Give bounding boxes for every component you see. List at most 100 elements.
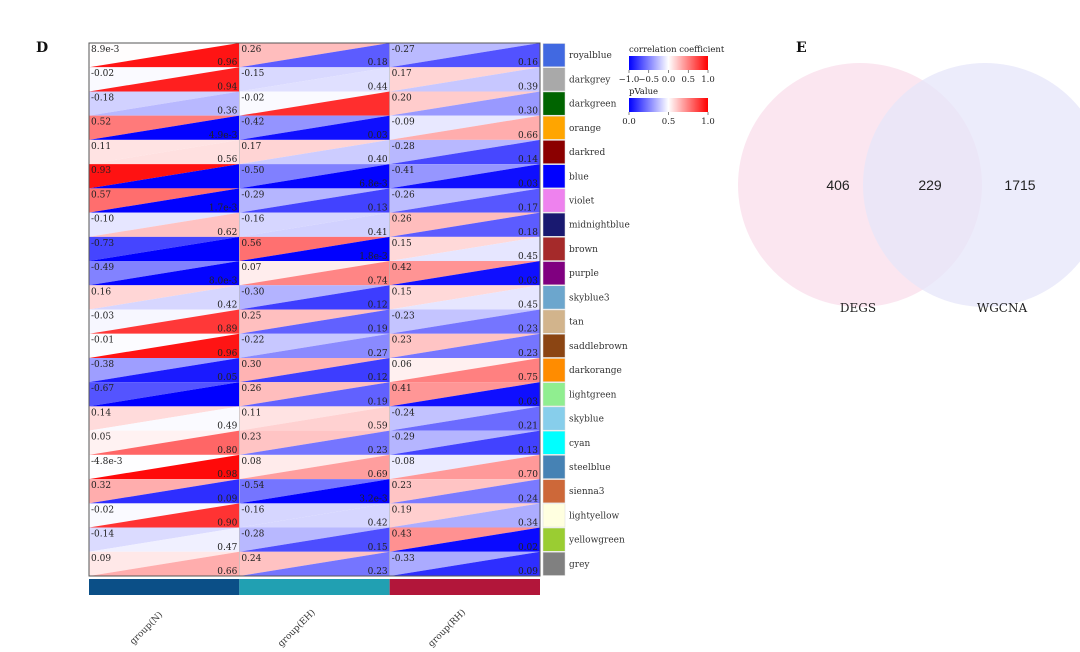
pvalue-triangle [239,261,390,286]
cor-triangle [89,236,240,262]
cor-label: 0.23 [392,336,412,346]
heatmap-cell-darkorange-1: -0.38 0.05 [89,357,240,383]
pvalue-triangle [89,188,240,213]
module-swatch-royalblue [542,43,566,67]
heatmap-cell-darkgreen-1: -0.18 0.36 [89,91,240,117]
panel-e-label: E [796,40,807,56]
cor-label: 0.08 [241,457,261,467]
pvalue-label: 4.9e-3 [209,131,238,141]
pvalue-label: 1.8e-3 [359,252,388,262]
heatmap-cell-blue-2: -0.50 6.8e-3 [239,164,390,189]
cor-triangle [89,382,240,407]
module-label-skyblue: skyblue [569,415,604,425]
pvalue-triangle [239,382,390,407]
cor-label: 0.24 [241,554,261,564]
pvalue-label: 0.13 [518,446,538,456]
heatmap-cell-darkgrey-1: -0.02 0.94 [89,67,240,92]
cor-label: -0.03 [91,312,114,322]
pvalue-label: 0.24 [518,494,538,504]
heatmap-cell-orange-2: -0.42 0.03 [239,115,390,141]
cor-triangle [89,479,240,504]
heatmap-cell-brown-1: -0.73 [89,236,240,262]
heatmap-cell-grey-2: 0.24 0.23 [239,551,390,577]
heatmap-cell-midnightblue-1: -0.10 0.62 [89,212,240,238]
heatmap-frame [88,42,541,577]
pvalue-triangle [239,91,390,116]
cor-label: -0.14 [91,530,114,540]
pvalue-triangle [239,164,390,189]
heatmap-cell-purple-2: 0.07 0.74 [239,261,390,286]
cor-triangle [89,164,240,189]
cor-triangle [389,406,540,431]
cor-triangle [89,261,240,286]
heatmap-cell-violet-1: 0.57 1.7e-3 [89,188,240,214]
cor-label: -0.16 [241,505,264,515]
pvalue-label: 0.12 [368,373,388,383]
pvalue-triangle [239,527,390,552]
pvalue-triangle [239,236,390,262]
pvalue-label: 0.66 [217,567,237,577]
cor-triangle [239,309,390,334]
pvalue-triangle [89,454,240,480]
cor-triangle [389,503,540,528]
pvalue-triangle [239,357,390,383]
heatmap-cell-orange-1: 0.52 4.9e-3 [89,115,240,141]
pvalue-label: 0.27 [368,349,388,359]
heatmap-cell-lightgreen-2: 0.26 0.19 [239,382,390,407]
pvalue-triangle [239,551,390,576]
cor-triangle [239,357,390,383]
pvalue-triangle [89,91,240,116]
cor-label: -0.73 [91,239,114,249]
cor-label: -0.16 [241,215,264,225]
venn-count-intersection: 229 [918,177,942,193]
pvalue-label: 0.44 [368,82,388,92]
heatmap-cell-lightyellow-3: 0.19 0.34 [389,503,540,529]
venn-circle-wgcna [863,63,1080,307]
module-label-darkgreen: darkgreen [569,100,617,110]
pvalue-label: 0.49 [217,422,237,432]
cor-triangle [239,551,390,576]
heatmap-cell-yellowgreen-2: -0.28 0.15 [239,527,390,553]
pvalue-triangle [89,43,240,68]
cor-label: 0.17 [392,69,412,79]
cor-label: 8.9e-3 [91,45,120,55]
pvalue-label: 0.21 [518,422,538,432]
module-swatch-darkred [542,140,566,164]
heatmap-cell-darkred-2: 0.17 0.40 [239,139,390,165]
pvalue-triangle [239,212,390,237]
venn-count-wgcna-only: 1715 [1004,177,1035,193]
pvalue-triangle [389,406,540,431]
heatmap-cell-skyblue3-1: 0.16 0.42 [89,285,240,311]
pvalue-triangle [389,115,540,140]
pvalue-label: 0.45 [518,252,538,262]
cor-label: -0.08 [392,457,415,467]
cor-triangle [389,479,540,504]
pvalue-label: 0.75 [518,373,538,383]
pvalue-triangle [389,503,540,528]
pvalue-triangle [389,139,540,165]
pvalue-label: 0.80 [217,446,237,456]
cor-triangle [89,406,240,431]
cor-label: 0.56 [241,239,261,249]
pvalue-triangle [89,406,240,431]
module-label-steelblue: steelblue [569,463,611,473]
cor-label: 0.26 [392,215,412,225]
cor-label: 0.17 [241,142,261,152]
heatmap-cell-darkgreen-2: -0.02 [239,91,390,116]
cor-triangle [89,285,240,310]
venn-diagram: 406 229 1715 DEGS WGCNA [738,63,1080,315]
cor-triangle [89,430,240,455]
heatmap-cell-blue-1: 0.93 [89,164,240,189]
pvalue-label: 0.03 [368,131,388,141]
pvalue-triangle [389,285,540,310]
cor-triangle [389,551,540,576]
pvalue-triangle [89,67,240,92]
cor-label: -0.28 [241,530,264,540]
cor-label: -0.18 [91,93,114,103]
pvalue-label: 0.05 [217,373,237,383]
module-label-lightgreen: lightgreen [569,390,617,400]
cor-triangle [389,236,540,262]
pvalue-triangle [389,333,540,358]
pvalue-label: 0.69 [368,470,388,480]
